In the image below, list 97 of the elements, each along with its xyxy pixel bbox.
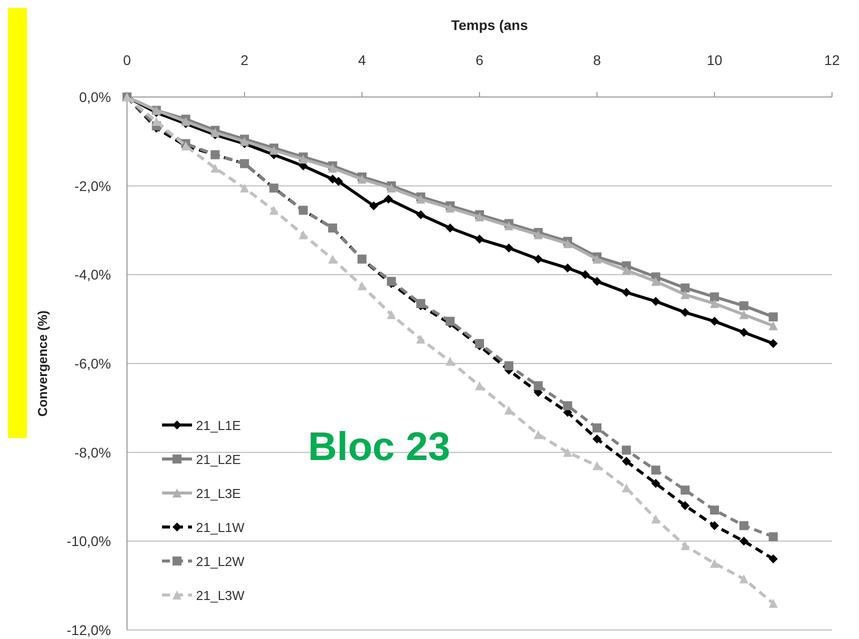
point bbox=[710, 521, 719, 530]
x-tick-label: 8 bbox=[593, 52, 602, 68]
point bbox=[651, 466, 660, 475]
y-tick-label: -4,0% bbox=[74, 266, 111, 283]
y-tick-label: -2,0% bbox=[74, 178, 111, 194]
point bbox=[416, 210, 426, 220]
point bbox=[328, 254, 338, 264]
x-tick-label: 12 bbox=[824, 52, 840, 68]
point bbox=[622, 266, 631, 275]
legend-label: 21_L2W bbox=[196, 554, 246, 569]
point bbox=[592, 276, 602, 286]
point bbox=[369, 201, 378, 210]
point bbox=[710, 506, 719, 515]
legend-label: 21_L3E bbox=[196, 486, 242, 501]
point bbox=[680, 501, 690, 510]
legend-label: 21_L1E bbox=[196, 418, 242, 433]
point bbox=[386, 276, 396, 286]
point bbox=[328, 164, 338, 173]
x-tick-label: 6 bbox=[476, 52, 484, 68]
point bbox=[680, 486, 690, 495]
point bbox=[739, 574, 748, 584]
point bbox=[446, 356, 455, 366]
annotation: Bloc 23 bbox=[308, 425, 450, 469]
point bbox=[269, 206, 278, 215]
point bbox=[446, 316, 455, 326]
point bbox=[710, 292, 719, 302]
legend-label: 21_L3W bbox=[196, 588, 246, 603]
point bbox=[680, 290, 690, 300]
point bbox=[739, 301, 748, 310]
point bbox=[622, 446, 631, 455]
point bbox=[416, 194, 426, 204]
point bbox=[475, 381, 484, 390]
point bbox=[739, 328, 748, 337]
point bbox=[534, 430, 543, 440]
point bbox=[592, 423, 602, 432]
point bbox=[328, 174, 338, 184]
x-tick-label: 10 bbox=[706, 52, 722, 68]
point bbox=[358, 281, 366, 290]
x-tick-label: 4 bbox=[358, 52, 366, 68]
point bbox=[563, 448, 572, 457]
point bbox=[563, 401, 572, 410]
point bbox=[563, 239, 572, 248]
point bbox=[739, 310, 748, 320]
point bbox=[384, 194, 393, 204]
point bbox=[386, 310, 396, 320]
legend-label: 21_L2E bbox=[196, 452, 242, 467]
x-tick-label: 2 bbox=[240, 52, 249, 68]
point bbox=[358, 174, 366, 184]
point bbox=[504, 361, 514, 370]
point bbox=[334, 176, 343, 186]
y-tick-label: -12,0% bbox=[66, 622, 111, 638]
point bbox=[768, 532, 778, 542]
point bbox=[386, 184, 396, 193]
point bbox=[651, 478, 660, 488]
point bbox=[446, 224, 455, 233]
y-axis-title: Convergence (%) bbox=[35, 310, 50, 417]
point bbox=[475, 234, 484, 244]
point bbox=[651, 514, 660, 524]
y-tick-label: -8,0% bbox=[74, 444, 111, 460]
point bbox=[580, 270, 590, 280]
point bbox=[622, 288, 631, 297]
point bbox=[768, 312, 778, 322]
point bbox=[298, 230, 308, 240]
point bbox=[592, 254, 602, 264]
point bbox=[768, 598, 778, 608]
point bbox=[651, 276, 660, 286]
point bbox=[710, 299, 719, 308]
point bbox=[534, 230, 543, 240]
point bbox=[739, 536, 748, 546]
point bbox=[504, 244, 514, 253]
point bbox=[534, 254, 543, 264]
point bbox=[240, 184, 249, 193]
point bbox=[622, 456, 631, 466]
point bbox=[739, 521, 748, 530]
y-tick-label: -10,0% bbox=[66, 533, 111, 550]
x-tick-label: 0 bbox=[123, 52, 132, 68]
point bbox=[768, 321, 778, 330]
point bbox=[563, 264, 572, 273]
point bbox=[416, 334, 426, 344]
point bbox=[298, 154, 308, 164]
x-axis-title: Temps (ans bbox=[451, 17, 528, 33]
point bbox=[534, 381, 543, 390]
point bbox=[680, 283, 690, 292]
point bbox=[768, 339, 778, 348]
point bbox=[592, 461, 602, 470]
point bbox=[680, 541, 690, 550]
point bbox=[446, 204, 455, 213]
point bbox=[710, 558, 719, 568]
y-tick-label: 0,0% bbox=[79, 89, 111, 105]
point bbox=[592, 434, 602, 444]
legend-label: 21_L1W bbox=[196, 520, 246, 535]
point bbox=[768, 554, 778, 564]
point bbox=[210, 164, 220, 173]
point bbox=[651, 296, 660, 306]
point bbox=[710, 316, 719, 326]
point bbox=[680, 308, 690, 317]
y-tick-label: -6,0% bbox=[74, 356, 111, 372]
